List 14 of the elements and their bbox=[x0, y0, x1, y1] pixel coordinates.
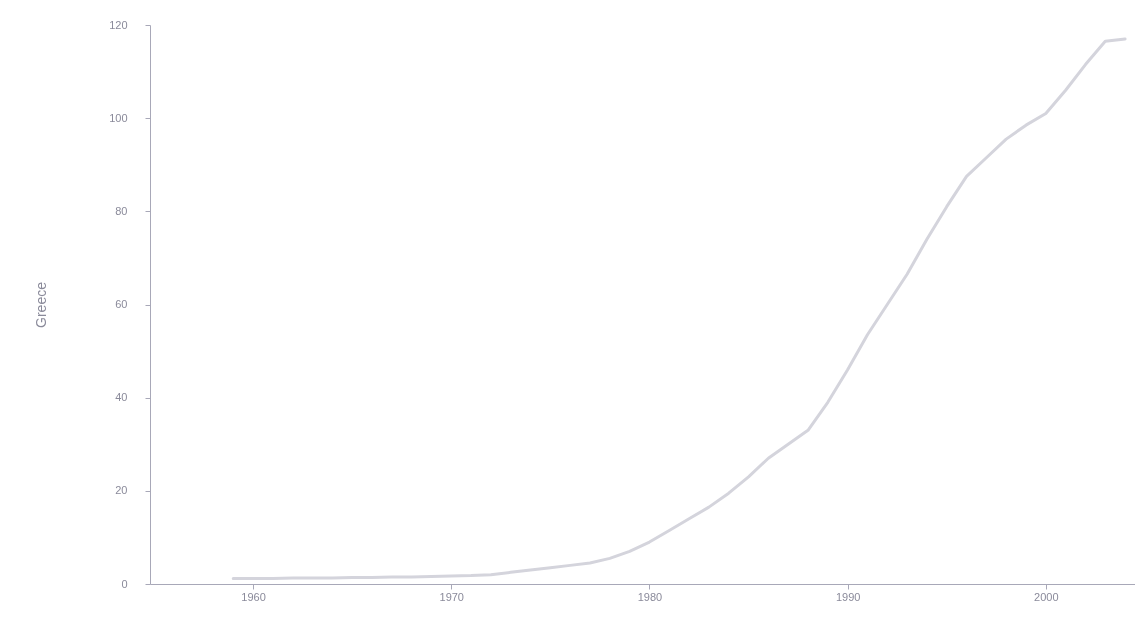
x-tick-label: 1960 bbox=[241, 590, 266, 603]
y-tick-label: 100 bbox=[109, 111, 128, 124]
x-tick-label: 1980 bbox=[637, 590, 663, 603]
y-tick-label: 120 bbox=[109, 18, 128, 31]
line-series bbox=[231, 37, 1127, 580]
x-tick-label: 1970 bbox=[439, 590, 464, 603]
y-tick-label: 60 bbox=[115, 298, 128, 310]
y-axis-title: Greece bbox=[33, 281, 50, 328]
y-tick-label: 80 bbox=[115, 204, 128, 217]
y-tick-label: 20 bbox=[115, 484, 128, 497]
y-tick-label: 40 bbox=[115, 391, 128, 404]
x-tick-label: 2000 bbox=[1034, 590, 1059, 603]
x-tick-label: 1990 bbox=[835, 590, 861, 603]
y-tick-label: 0 bbox=[121, 577, 128, 590]
